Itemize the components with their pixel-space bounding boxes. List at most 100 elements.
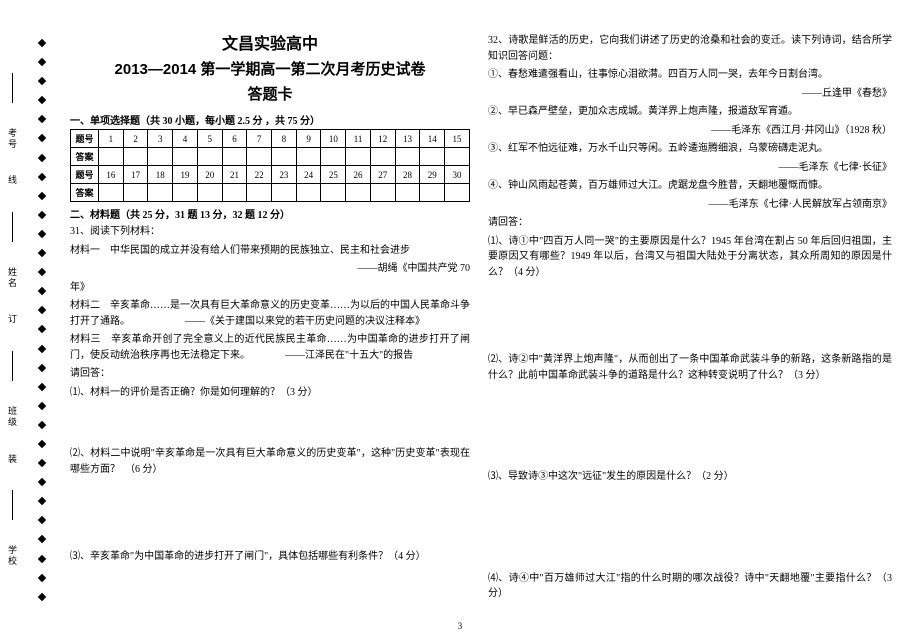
answer-cell[interactable] — [445, 184, 470, 202]
qnum: 9 — [296, 130, 321, 148]
q31-sub3: ⑶、辛亥革命"为中国革命的进步打开了闸门"，具体包括哪些有利条件？（4 分） — [70, 549, 470, 565]
answer-cell[interactable] — [420, 184, 445, 202]
section1-title: 一、单项选择题（共 30 小题，每小题 2.5 分 ，共 75 分） — [70, 112, 470, 127]
binding-label: 考号 — [6, 128, 19, 150]
page-number: 3 — [458, 621, 463, 631]
q31-sub1: ⑴、材料一的评价是否正确？你是如何理解的？（3 分） — [70, 385, 470, 401]
poem-4-source: ——毛泽东《七律·人民解放军占领南京》 — [488, 197, 892, 213]
table-row: 题号 16 17 18 19 20 21 22 23 24 25 26 27 2… — [71, 166, 470, 184]
qnum: 27 — [370, 166, 395, 184]
qnum: 13 — [395, 130, 420, 148]
answer-cell[interactable] — [173, 184, 198, 202]
poem-3: ③、红军不怕远征难，万水千山只等闲。五岭逶迤腾细浪，乌蒙磅礴走泥丸。 — [488, 141, 892, 157]
qnum: 14 — [420, 130, 445, 148]
binding-seal-char: 线 — [6, 175, 19, 186]
answer-cell[interactable] — [346, 184, 371, 202]
binding-label: 学校 — [6, 545, 19, 567]
left-column: 文昌实验高中 2013—2014 第一学期高一第二次月考历史试卷 答题卡 一、单… — [60, 0, 480, 637]
qnum: 4 — [173, 130, 198, 148]
answer-cell[interactable] — [173, 148, 198, 166]
qnum: 10 — [321, 130, 346, 148]
table-row: 答案 — [71, 184, 470, 202]
ask-label: 请回答： — [70, 366, 470, 382]
exam-title: 2013—2014 第一学期高一第二次月考历史试卷 — [70, 58, 470, 79]
qnum: 7 — [247, 130, 272, 148]
poem-3-source: ——毛泽东《七律·长征》 — [488, 160, 892, 176]
qnum: 12 — [370, 130, 395, 148]
answer-cell[interactable] — [296, 148, 321, 166]
qnum: 16 — [99, 166, 124, 184]
q32-sub4: ⑷、诗④中"百万雄师过大江"指的什么时期的哪次战役？诗中"天翻地覆"主要指什么？… — [488, 571, 892, 602]
poem-4: ④、钟山风雨起苍黄，百万雄师过大江。虎踞龙盘今胜昔，天翻地覆慨而慷。 — [488, 178, 892, 194]
row-label: 答案 — [71, 184, 99, 202]
qnum: 15 — [445, 130, 470, 148]
answer-cell[interactable] — [445, 148, 470, 166]
answer-cell[interactable] — [321, 184, 346, 202]
answer-cell[interactable] — [272, 184, 297, 202]
poem-2: ②、早已森严壁垒，更加众志成城。黄洋界上炮声隆，报道敌军宵遁。 — [488, 104, 892, 120]
answer-cell[interactable] — [222, 184, 247, 202]
q31-sub2: ⑵、材料二中说明"辛亥革命是一次具有巨大革命意义的历史变革"，这种"历史变革"表… — [70, 446, 470, 477]
row-label: 题号 — [71, 166, 99, 184]
binding-label: 姓名 — [6, 267, 19, 289]
qnum: 3 — [148, 130, 173, 148]
answer-cell[interactable] — [123, 148, 148, 166]
qnum: 17 — [123, 166, 148, 184]
qnum: 26 — [346, 166, 371, 184]
material-1-source: ——胡绳《中国共产党 70 — [70, 261, 470, 277]
answer-cell[interactable] — [321, 148, 346, 166]
answer-cell[interactable] — [395, 184, 420, 202]
q32-sub3: ⑶、导致诗③中这次"远征"发生的原因是什么？（2 分） — [488, 469, 892, 485]
qnum: 18 — [148, 166, 173, 184]
q32-sub2: ⑵、诗②中"黄洋界上炮声隆"，从而创出了一条中国革命武装斗争的新路，这条新路指的… — [488, 352, 892, 383]
answer-cell[interactable] — [370, 184, 395, 202]
answer-cell[interactable] — [197, 148, 222, 166]
qnum: 28 — [395, 166, 420, 184]
answer-cell[interactable] — [272, 148, 297, 166]
qnum: 25 — [321, 166, 346, 184]
answer-cell[interactable] — [346, 148, 371, 166]
answer-cell[interactable] — [99, 184, 124, 202]
qnum: 23 — [272, 166, 297, 184]
table-row: 答案 — [71, 148, 470, 166]
qnum: 21 — [222, 166, 247, 184]
qnum: 22 — [247, 166, 272, 184]
material-3: 材料三 辛亥革命开创了完全意义上的近代民族民主革命……为中国革命的进步打开了闸门… — [70, 332, 470, 363]
answer-cell[interactable] — [247, 148, 272, 166]
answer-cell[interactable] — [420, 148, 445, 166]
qnum: 5 — [197, 130, 222, 148]
answer-cell[interactable] — [148, 184, 173, 202]
section2-title: 二、材料题（共 25 分，31 题 13 分，32 题 12 分） — [70, 206, 470, 221]
qnum: 19 — [173, 166, 198, 184]
binding-seal-char: 装 — [6, 454, 19, 465]
binding-vertical-labels: 学校 装 班级 订 姓名 线 考号 — [6, 60, 19, 580]
qnum: 20 — [197, 166, 222, 184]
poem-1: ①、春愁难遣强看山，往事惊心泪欲潸。四百万人同一哭，去年今日割台湾。 — [488, 67, 892, 83]
right-column: 32、诗歌是鲜活的历史，它向我们讲述了历史的沧桑和社会的变迁。读下列诗词，结合所… — [480, 0, 910, 637]
material-1: 材料一 中华民国的成立并没有给人们带来预期的民族独立、民主和社会进步 — [70, 243, 470, 259]
binding-margin: 学校 装 班级 订 姓名 线 考号 — [0, 0, 60, 637]
sheet-title: 答题卡 — [70, 83, 470, 104]
answer-cell[interactable] — [395, 148, 420, 166]
material-1-source2: 年》 — [70, 280, 470, 296]
binding-seal-char: 订 — [6, 314, 19, 325]
answer-cell[interactable] — [148, 148, 173, 166]
qnum: 11 — [346, 130, 371, 148]
answer-cell[interactable] — [222, 148, 247, 166]
q32-sub1: ⑴、诗①中"四百万人同一哭"的主要原因是什么？1945 年台湾在割占 50 年后… — [488, 234, 892, 281]
qnum: 2 — [123, 130, 148, 148]
qnum: 24 — [296, 166, 321, 184]
answer-cell[interactable] — [197, 184, 222, 202]
answer-cell[interactable] — [247, 184, 272, 202]
qnum: 29 — [420, 166, 445, 184]
answer-cell[interactable] — [296, 184, 321, 202]
school-title: 文昌实验高中 — [70, 30, 470, 54]
qnum: 8 — [272, 130, 297, 148]
answer-cell[interactable] — [123, 184, 148, 202]
answer-cell[interactable] — [370, 148, 395, 166]
table-row: 题号 1 2 3 4 5 6 7 8 9 10 11 12 13 14 15 — [71, 130, 470, 148]
binding-label: 班级 — [6, 406, 19, 428]
qnum: 6 — [222, 130, 247, 148]
answer-cell[interactable] — [99, 148, 124, 166]
binding-diamond-line — [38, 40, 46, 600]
